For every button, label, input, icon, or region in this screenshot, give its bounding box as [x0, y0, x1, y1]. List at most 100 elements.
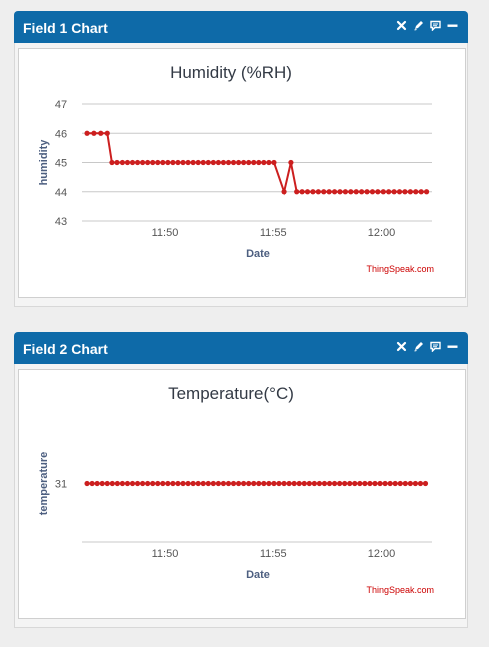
- data-point: [241, 159, 247, 166]
- chart-title: Temperature(°C): [168, 384, 294, 403]
- x-tick-label: 11:50: [152, 227, 179, 239]
- y-tick-label: 46: [55, 128, 67, 140]
- data-point: [145, 480, 151, 487]
- data-point: [316, 480, 323, 487]
- data-point: [266, 480, 272, 487]
- panel-header: Field 1 Chart: [14, 11, 468, 43]
- data-point: [337, 480, 343, 487]
- data-point: [134, 159, 141, 166]
- data-point: [109, 159, 115, 166]
- data-point: [220, 480, 227, 487]
- data-point: [84, 130, 90, 136]
- credit-label: ThingSpeak.com: [366, 264, 434, 274]
- data-point: [315, 189, 321, 195]
- data-point: [261, 159, 267, 166]
- chart-container: Humidity (%RH) 43 44 45 46 47 11:50 11:55 12:00 D…: [18, 48, 466, 298]
- data-point: [98, 130, 104, 136]
- data-point: [301, 480, 307, 487]
- data-point: [109, 480, 115, 487]
- data-point: [220, 159, 227, 166]
- close-icon[interactable]: [396, 20, 407, 31]
- data-point: [281, 480, 287, 487]
- data-point: [387, 480, 393, 487]
- data-point: [357, 480, 363, 487]
- data-point: [271, 159, 277, 166]
- data-point: [170, 159, 176, 166]
- y-tick-label: 44: [55, 187, 67, 199]
- data-point: [294, 189, 300, 195]
- minimize-icon[interactable]: [447, 20, 458, 31]
- panel-title: Field 1 Chart: [23, 20, 108, 36]
- data-point: [94, 480, 100, 487]
- panel-header: Field 2 Chart: [14, 332, 468, 364]
- minimize-icon[interactable]: [447, 341, 458, 352]
- data-point: [412, 480, 419, 487]
- data-point: [306, 480, 312, 487]
- data-point: [396, 189, 403, 195]
- data-point: [246, 480, 252, 487]
- comment-icon[interactable]: [430, 20, 441, 31]
- data-point: [119, 159, 126, 166]
- data-point: [155, 480, 161, 487]
- data-point: [310, 189, 316, 195]
- close-icon[interactable]: [396, 341, 407, 352]
- data-point: [114, 480, 120, 487]
- data-point: [296, 480, 302, 487]
- y-axis-label: humidity: [38, 139, 50, 186]
- data-point: [331, 189, 338, 195]
- data-point: [160, 159, 166, 166]
- data-point: [190, 159, 196, 166]
- chart-container: Temperature(°C) 31 11:50 11:55 12:00 Date temp…: [18, 369, 466, 619]
- data-point: [321, 480, 328, 487]
- data-point: [286, 480, 292, 487]
- panel-title: Field 2 Chart: [23, 341, 108, 357]
- data-point: [380, 189, 386, 195]
- y-tick-label: 45: [55, 158, 67, 170]
- edit-icon[interactable]: [413, 20, 424, 31]
- comment-icon[interactable]: [430, 341, 441, 352]
- data-point: [170, 480, 176, 487]
- data-point: [375, 189, 381, 195]
- data-point: [288, 159, 294, 166]
- credit-label: ThingSpeak.com: [366, 585, 434, 595]
- data-point: [261, 480, 267, 487]
- data-point: [331, 480, 338, 487]
- data-point: [291, 480, 297, 487]
- data-point: [205, 480, 211, 487]
- data-point: [180, 159, 186, 166]
- data-point: [251, 480, 257, 487]
- edit-icon[interactable]: [413, 341, 424, 352]
- data-point: [362, 480, 368, 487]
- y-tick-label: 47: [55, 99, 67, 111]
- data-point: [195, 480, 201, 487]
- data-point: [185, 480, 191, 487]
- data-point: [200, 480, 206, 487]
- data-point: [91, 130, 97, 136]
- data-point: [342, 189, 349, 195]
- data-point: [402, 480, 408, 487]
- x-axis-label: Date: [246, 569, 270, 581]
- y-tick-label: 43: [55, 216, 67, 228]
- data-point: [377, 480, 383, 487]
- data-point: [391, 189, 397, 195]
- data-point: [321, 189, 327, 195]
- data-point: [246, 159, 252, 166]
- y-axis-label: temperature: [38, 452, 50, 516]
- data-point: [210, 480, 216, 487]
- data-point: [160, 480, 166, 487]
- data-point: [337, 189, 343, 195]
- data-point: [150, 480, 156, 487]
- data-point: [311, 480, 317, 487]
- data-point: [104, 130, 110, 136]
- data-point: [256, 480, 262, 487]
- data-point: [225, 159, 232, 166]
- data-point: [276, 480, 282, 487]
- data-point: [155, 159, 161, 166]
- data-point: [299, 189, 305, 195]
- data-point: [386, 189, 392, 195]
- data-point: [165, 480, 171, 487]
- data-point: [281, 189, 287, 195]
- data-point: [129, 480, 136, 487]
- data-point: [367, 480, 373, 487]
- data-point: [175, 480, 181, 487]
